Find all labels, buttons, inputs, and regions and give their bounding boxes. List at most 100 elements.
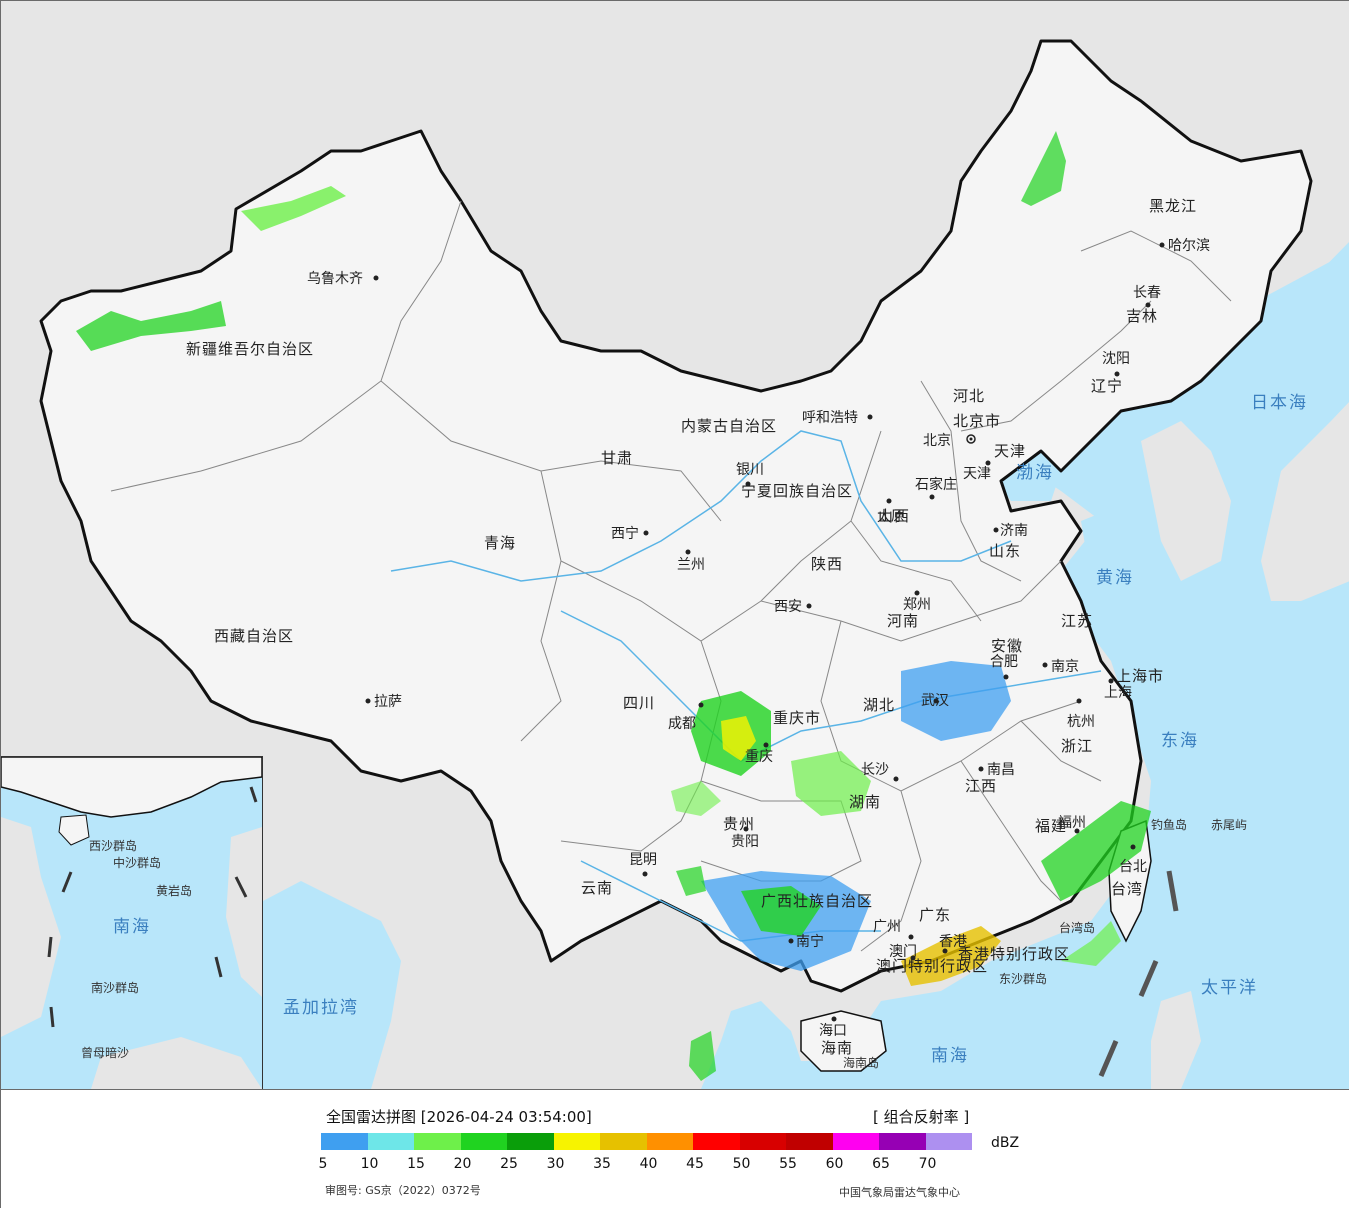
- city-shijiazhuang: 石家庄: [915, 476, 957, 500]
- svg-text:香港特别行政区: 香港特别行政区: [958, 945, 1070, 963]
- echo-xinjiang-west: [76, 301, 226, 351]
- legend-title: 全国雷达拼图 [2026-04-24 03:54:00]: [326, 1108, 592, 1126]
- svg-text:成都: 成都: [668, 716, 696, 732]
- svg-text:西沙群岛: 西沙群岛: [89, 838, 137, 853]
- svg-text:广东: 广东: [919, 906, 951, 924]
- legend-swatch: [786, 1133, 833, 1150]
- legend-swatch: [739, 1133, 786, 1150]
- city-tianjin: 天津: [963, 460, 991, 482]
- svg-text:石家庄: 石家庄: [915, 476, 957, 493]
- svg-text:贵州: 贵州: [723, 815, 755, 833]
- svg-text:孟加拉湾: 孟加拉湾: [283, 998, 359, 1018]
- svg-text:北京: 北京: [923, 433, 951, 449]
- svg-text:兰州: 兰州: [677, 557, 705, 573]
- svg-text:南海: 南海: [931, 1046, 969, 1066]
- svg-text:中沙群岛: 中沙群岛: [113, 855, 161, 870]
- svg-text:西宁: 西宁: [611, 525, 639, 542]
- city-nanjing: 南京: [1042, 659, 1079, 675]
- svg-text:江苏: 江苏: [1061, 612, 1093, 630]
- svg-text:澳门特别行政区: 澳门特别行政区: [876, 957, 988, 975]
- legend-tick: 20: [453, 1156, 472, 1172]
- svg-text:沈阳: 沈阳: [1102, 351, 1130, 367]
- svg-text:东沙群岛: 东沙群岛: [999, 971, 1047, 986]
- svg-text:长春: 长春: [1133, 285, 1161, 301]
- svg-text:呼和浩特: 呼和浩特: [802, 410, 858, 426]
- svg-text:新疆维吾尔自治区: 新疆维吾尔自治区: [186, 340, 314, 358]
- svg-text:昆明: 昆明: [629, 852, 657, 868]
- svg-text:海南: 海南: [821, 1039, 853, 1057]
- svg-text:台北: 台北: [1119, 859, 1147, 875]
- radar-echoes: [76, 131, 1151, 1081]
- svg-text:澳门: 澳门: [889, 944, 917, 960]
- legend-tick: 30: [546, 1156, 565, 1172]
- svg-text:西藏自治区: 西藏自治区: [214, 627, 294, 645]
- svg-text:台湾岛: 台湾岛: [1059, 920, 1095, 935]
- city-chengdu: 成都: [668, 702, 704, 732]
- svg-text:上海市: 上海市: [1116, 667, 1164, 685]
- echo-south-coast: [1061, 921, 1121, 966]
- svg-text:四川: 四川: [623, 694, 655, 712]
- svg-text:上海: 上海: [1104, 685, 1132, 701]
- svg-text:太平洋: 太平洋: [1201, 978, 1258, 998]
- echo-heilongjiang: [1021, 131, 1066, 206]
- svg-text:天津: 天津: [994, 442, 1026, 460]
- china-territory: [39, 39, 1313, 993]
- island-layer: 钓鱼岛 赤尾屿 东沙群岛: [999, 817, 1247, 986]
- inset-boundary-dashes: [47, 786, 258, 1028]
- korea-peninsula: [1141, 421, 1231, 581]
- echo-gulf: [689, 1031, 716, 1081]
- legend-unit: dBZ: [991, 1135, 1020, 1151]
- echo-guangdong: [901, 926, 1001, 986]
- svg-text:太原: 太原: [877, 509, 905, 525]
- svg-text:黄岩岛: 黄岩岛: [156, 883, 192, 898]
- city-lhasa: 拉萨: [365, 694, 402, 710]
- japan-sea: [1201, 251, 1349, 471]
- svg-text:福州: 福州: [1058, 815, 1086, 831]
- legend-panel: 全国雷达拼图 [2026-04-24 03:54:00] [ 组合反射率 ] d…: [1, 1089, 1349, 1210]
- svg-text:哈尔滨: 哈尔滨: [1168, 238, 1210, 254]
- svg-text:辽宁: 辽宁: [1091, 377, 1123, 395]
- svg-text:内蒙古自治区: 内蒙古自治区: [681, 417, 777, 435]
- city-wuhan: 武汉: [921, 693, 949, 709]
- inset-canvas: 南海 西沙群岛 中沙群岛 南沙群岛 黄岩岛 曾母暗沙: [1, 757, 262, 1089]
- province-boundaries: [110, 200, 1232, 952]
- svg-text:北京市: 北京市: [953, 412, 1001, 430]
- inset-indochina: [1, 817, 61, 1037]
- city-xining: 西宁: [611, 525, 649, 542]
- svg-text:吉林: 吉林: [1126, 307, 1158, 325]
- city-hohhot: 呼和浩特: [802, 410, 873, 426]
- legend-tick: 35: [593, 1156, 611, 1172]
- svg-text:山西: 山西: [878, 507, 910, 525]
- svg-text:宁夏回族自治区: 宁夏回族自治区: [741, 482, 853, 500]
- echo-guangxi-core: [741, 886, 821, 936]
- city-guangzhou: 广州: [873, 919, 914, 940]
- legend-swatch: [553, 1133, 600, 1150]
- legend-tick: 25: [500, 1156, 518, 1172]
- legend-swatch: [600, 1133, 647, 1150]
- city-taipei: 台北: [1119, 844, 1147, 875]
- echo-guizhou: [671, 781, 721, 816]
- south-china-sea-inset: 南海 西沙群岛 中沙群岛 南沙群岛 黄岩岛 曾母暗沙: [1, 756, 263, 1089]
- svg-text:江西: 江西: [965, 777, 997, 795]
- svg-text:郑州: 郑州: [903, 597, 931, 613]
- city-haikou: 海口: [819, 1016, 847, 1039]
- inset-hainan: [58, 814, 90, 846]
- approval-number: 审图号: GS京（2022）0372号: [325, 1184, 481, 1197]
- echo-xinjiang: [241, 186, 346, 231]
- city-layer: 乌鲁木齐 拉萨 西宁 兰州 银川 呼和浩特 北京 天津 石家庄 太原 济南 郑州…: [307, 238, 1210, 1039]
- svg-text:海口: 海口: [819, 1023, 847, 1039]
- legend-swatch: [507, 1133, 554, 1150]
- svg-text:海南岛: 海南岛: [843, 1055, 879, 1070]
- legend-tick: 5: [318, 1156, 328, 1172]
- svg-text:合肥: 合肥: [990, 654, 1018, 670]
- svg-text:香港: 香港: [939, 934, 967, 950]
- svg-text:黑龙江: 黑龙江: [1149, 197, 1197, 215]
- svg-text:南海: 南海: [113, 917, 151, 937]
- svg-text:武汉: 武汉: [921, 693, 949, 709]
- svg-text:安徽: 安徽: [991, 637, 1023, 655]
- legend-product: [ 组合反射率 ]: [873, 1108, 970, 1126]
- svg-text:赤尾屿: 赤尾屿: [1211, 818, 1247, 832]
- svg-text:青海: 青海: [484, 534, 516, 552]
- city-changsha: 长沙: [861, 762, 899, 782]
